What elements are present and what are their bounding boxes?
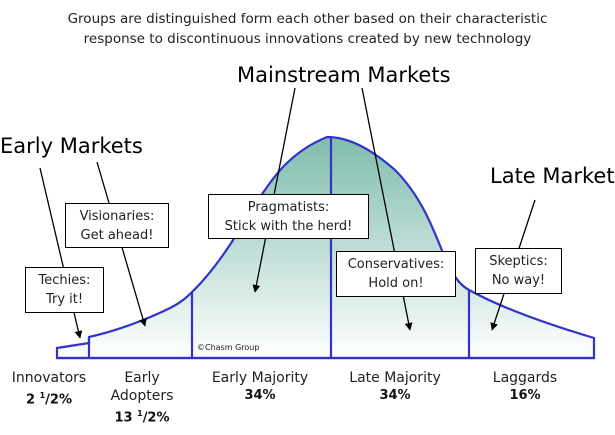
callout-techies: Techies: Try it! [25, 267, 104, 313]
early-markets-label: Early Markets [0, 134, 143, 158]
callout-title: Visionaries: [79, 208, 155, 224]
callout-text: Get ahead! [80, 227, 154, 243]
callout-title: Skeptics: [489, 254, 548, 269]
segment-name: Late Majority [349, 370, 441, 386]
segment-laggards: Laggards 16% [470, 369, 580, 405]
callout-text: No way! [491, 273, 546, 288]
segment-name: Laggards [492, 370, 558, 386]
subtitle-line: response to discontinuous innovations cr… [83, 31, 532, 47]
callout-skeptics: Skeptics: No way! [475, 248, 562, 294]
callout-text: Try it! [45, 292, 84, 307]
segment-innovators: Innovators 2 1/2% [2, 369, 96, 409]
callout-conservatives: Conservatives: Hold on! [336, 251, 456, 297]
callout-title: Techies: [38, 273, 91, 288]
callout-text: Hold on! [368, 276, 424, 291]
copyright-notice: ©Chasm Group [197, 343, 260, 352]
segment-name: Early Adopters [110, 370, 174, 404]
segment-name: Innovators [11, 370, 87, 386]
late-market-label: Late Market [490, 164, 615, 188]
callout-visionaries: Visionaries: Get ahead! [65, 203, 169, 248]
segment-late-majority: Late Majority 34% [330, 369, 460, 405]
mainstream-markets-label: Mainstream Markets [237, 63, 451, 87]
callout-text: Stick with the herd! [224, 218, 353, 234]
segment-percent: 34% [244, 388, 276, 403]
segment-name: Early Majority [211, 370, 309, 386]
subtitle: Groups are distinguished form each other… [0, 9, 615, 49]
arrow-pragmatists [252, 87, 296, 293]
segment-percent: 13 1/2% [114, 409, 170, 426]
segment-percent: 16% [509, 388, 541, 403]
segment-percent: 2 1/2% [26, 391, 72, 408]
callout-pragmatists: Pragmatists: Stick with the herd! [208, 194, 369, 239]
callout-title: Conservatives: [347, 257, 445, 272]
segment-early-adopters: Early Adopters 13 1/2% [100, 369, 184, 427]
segment-percent: 34% [379, 388, 411, 403]
subtitle-line: Groups are distinguished form each other… [67, 11, 548, 27]
segment-early-majority: Early Majority 34% [195, 369, 325, 405]
callout-title: Pragmatists: [247, 199, 330, 215]
